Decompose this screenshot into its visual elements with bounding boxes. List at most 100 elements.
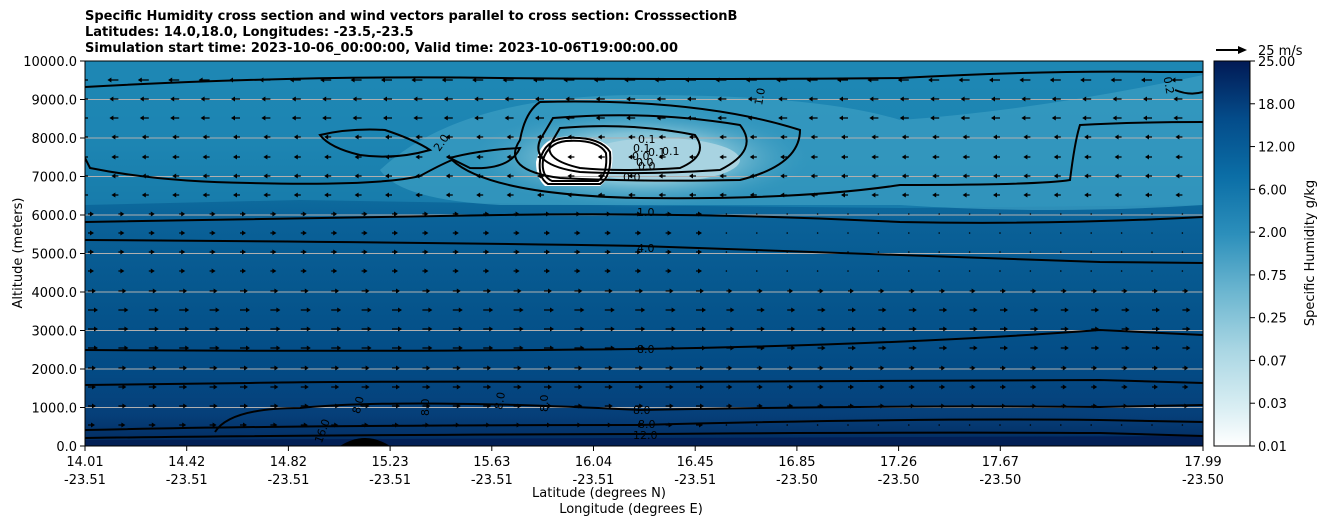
- wind-vector: [574, 326, 585, 332]
- wind-vector: [604, 307, 615, 313]
- wind-vector: [483, 345, 494, 351]
- wind-vector: [209, 211, 216, 217]
- wind-vector: [939, 365, 946, 371]
- wind-vector: [847, 270, 849, 272]
- wind-vector: [816, 424, 819, 426]
- wind-vector: [1000, 403, 1006, 409]
- wind-vector: [938, 251, 940, 253]
- wind-vector: [240, 365, 248, 371]
- wind-vector: [300, 403, 309, 409]
- wind-vector: [392, 345, 402, 351]
- wind-vector: [878, 365, 885, 371]
- wind-vector: [415, 154, 423, 160]
- wind-vector: [817, 288, 824, 294]
- wind-vector: [1060, 213, 1062, 215]
- wind-vector: [1182, 326, 1191, 332]
- wind-vector: [118, 345, 129, 351]
- wind-vector: [383, 96, 392, 102]
- wind-vector: [1090, 424, 1092, 426]
- wind-vector: [1000, 307, 1008, 313]
- wind-vector: [908, 345, 917, 351]
- wind-vector: [626, 115, 636, 121]
- wind-vector: [665, 365, 674, 371]
- wind-vector: [574, 403, 583, 409]
- wind-vector: [665, 249, 672, 255]
- wind-vector: [392, 211, 398, 217]
- wind-vector: [665, 422, 673, 428]
- wind-vector: [415, 134, 423, 140]
- wind-vector: [908, 403, 915, 409]
- x-tick-label-lat: 14.01: [66, 455, 103, 470]
- wind-vector: [361, 211, 368, 217]
- wind-vector: [331, 422, 339, 428]
- wind-vector: [1091, 384, 1098, 390]
- wind-vector: [270, 422, 278, 428]
- wind-vector: [352, 96, 362, 102]
- wind-vector: [665, 384, 674, 390]
- wind-vector: [574, 422, 582, 428]
- wind-vector: [1121, 403, 1128, 409]
- wind-vector: [756, 384, 763, 390]
- wind-vector: [1060, 424, 1062, 426]
- x-tick-label-lon: -23.51: [674, 473, 716, 488]
- wind-vector: [331, 345, 342, 351]
- y-tick-label: 9000.0: [32, 94, 78, 109]
- contour-label: 0.1: [662, 145, 680, 158]
- x-tick-label-lat: 14.42: [168, 455, 205, 470]
- wind-vector: [696, 268, 702, 274]
- wind-vector: [1030, 326, 1039, 332]
- wind-vector: [179, 365, 188, 371]
- wind-vector: [88, 230, 94, 236]
- wind-vector: [749, 173, 757, 179]
- wind-vector: [685, 77, 696, 83]
- x-axis-label-lat: Latitude (degrees N): [532, 486, 666, 501]
- wind-vector: [817, 307, 826, 313]
- wind-vector: [263, 134, 271, 140]
- wind-vector: [1084, 192, 1092, 198]
- wind-vector: [687, 115, 696, 121]
- wind-vector: [1112, 115, 1122, 121]
- wind-vector: [869, 96, 879, 102]
- wind-vector: [1175, 154, 1183, 160]
- wind-vector: [848, 384, 854, 390]
- wind-vector: [1091, 365, 1098, 371]
- wind-vector: [483, 268, 490, 274]
- wind-vector: [331, 268, 338, 274]
- wind-vector: [810, 134, 818, 140]
- wind-vector: [1171, 77, 1183, 83]
- wind-vector: [322, 115, 332, 121]
- y-tick-label: 5000.0: [32, 248, 78, 263]
- wind-vector: [604, 288, 613, 294]
- contour-label: 8.0: [638, 418, 656, 431]
- wind-vector: [1181, 213, 1184, 215]
- wind-vector: [1120, 232, 1123, 234]
- wind-vector: [816, 251, 819, 253]
- y-axis: 0.0 1000.0 2000.0 3000.0 4000.0 5000.0 6000.0 7…: [23, 55, 85, 455]
- wind-vector: [787, 384, 794, 390]
- wind-vector: [847, 232, 849, 234]
- wind-vector: [392, 268, 398, 274]
- wind-vector: [1029, 213, 1032, 215]
- wind-vector: [148, 268, 155, 274]
- contour-label: 8.0: [637, 343, 655, 356]
- wind-vector: [968, 251, 971, 253]
- wind-vector: [938, 424, 940, 426]
- wind-vector: [786, 213, 788, 215]
- wind-vector: [696, 211, 702, 217]
- wind-vector: [816, 232, 819, 234]
- wind-vector: [240, 268, 246, 274]
- wind-vector: [847, 213, 849, 215]
- wind-vector: [877, 213, 880, 215]
- wind-vector: [1182, 403, 1189, 409]
- wind-vector: [787, 288, 794, 294]
- wind-vector: [787, 345, 796, 351]
- wind-vector: [506, 192, 514, 198]
- wind-vector: [1114, 192, 1122, 198]
- wind-vector: [1053, 154, 1061, 160]
- wind-vector: [1029, 424, 1032, 426]
- wind-vector: [411, 77, 423, 83]
- wind-vector: [209, 249, 216, 255]
- wind-vector: [969, 365, 976, 371]
- contour-label: 0.1: [638, 133, 656, 146]
